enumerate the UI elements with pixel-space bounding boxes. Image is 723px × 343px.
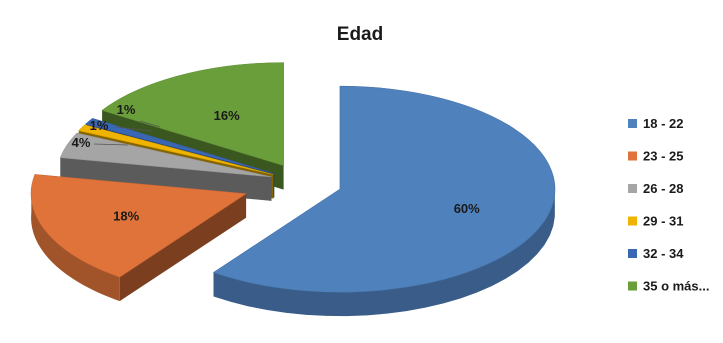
legend-swatch — [628, 216, 637, 226]
legend-swatch — [628, 249, 637, 258]
slice-value-label: 1% — [117, 102, 136, 117]
slice-value-label: 4% — [72, 135, 91, 150]
legend-item: 35 o más... — [628, 279, 709, 294]
value-labels: 60% 18% 4% 1% 1% 16% — [72, 102, 481, 223]
pie-slice-side — [213, 192, 555, 317]
legend: 18 - 22 23 - 25 26 - 28 29 - 31 32 - 34 35 o … — [628, 116, 709, 294]
slice-value-label: 18% — [113, 208, 139, 223]
legend-swatch — [628, 151, 637, 161]
legend-item: 32 - 34 — [628, 246, 684, 261]
pie-slice — [30, 174, 247, 302]
legend-swatch — [628, 184, 637, 193]
pie-slice-side — [31, 188, 120, 302]
pie-slice-top — [212, 85, 556, 293]
legend-label: 32 - 34 — [643, 246, 684, 261]
legend-swatch — [628, 281, 637, 291]
pie-slice — [59, 132, 272, 201]
slice-value-label: 16% — [214, 108, 240, 123]
pie-slice-top — [101, 62, 284, 167]
pie-slice-top — [85, 118, 275, 174]
leader-line — [114, 126, 153, 132]
pie-slice-wall — [119, 193, 247, 302]
legend-label: 35 o más... — [643, 279, 709, 294]
slice-value-label: 1% — [90, 118, 109, 133]
chart-title: Edad — [337, 24, 383, 45]
legend-swatch — [628, 119, 637, 128]
legend-label: 23 - 25 — [643, 149, 683, 164]
pie-slice — [212, 85, 556, 317]
legend-label: 29 - 31 — [643, 214, 683, 229]
pie-slices — [30, 62, 556, 317]
leader-line — [139, 120, 161, 128]
leader-line — [93, 143, 129, 146]
pie-slice-wall — [60, 157, 272, 201]
pie-slice-top — [30, 174, 247, 278]
legend-item: 23 - 25 — [628, 149, 683, 164]
pie-slice-top — [59, 132, 272, 178]
legend-item: 29 - 31 — [628, 214, 683, 229]
legend-item: 26 - 28 — [628, 181, 683, 196]
legend-label: 18 - 22 — [643, 116, 683, 131]
legend-item: 18 - 22 — [628, 116, 683, 131]
pie-slice-top — [78, 124, 274, 175]
slice-value-label: 60% — [454, 201, 480, 216]
legend-label: 26 - 28 — [643, 181, 683, 196]
